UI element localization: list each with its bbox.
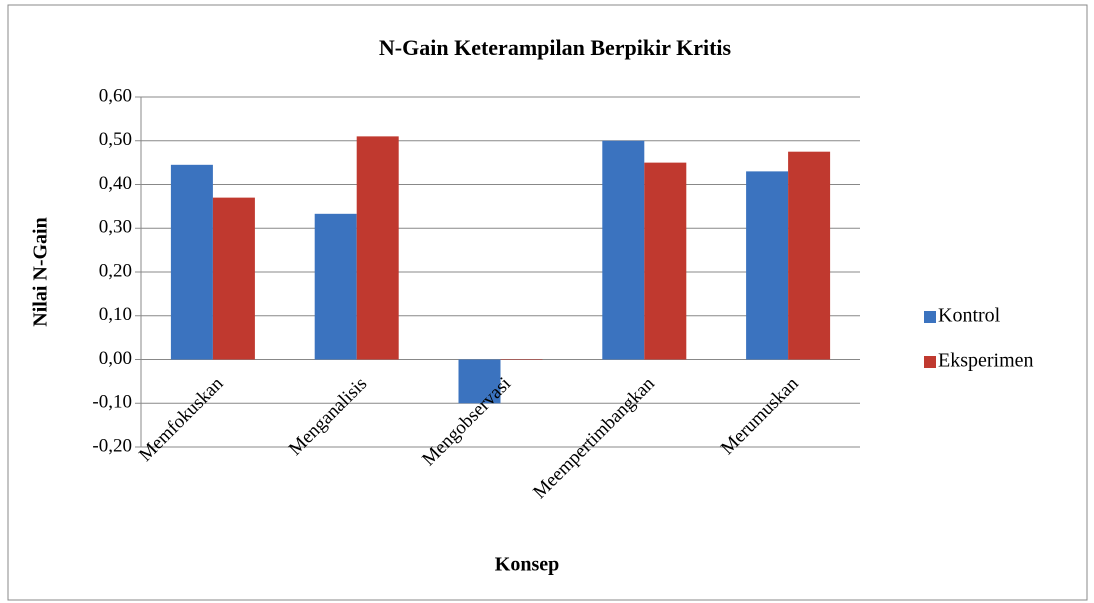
chart-border <box>7 4 1088 601</box>
legend-label: Eksperimen <box>938 350 1034 372</box>
bar <box>746 171 789 360</box>
y-tick-label: 0,00 <box>99 348 132 369</box>
bar <box>788 151 831 360</box>
bar <box>458 359 501 404</box>
y-tick-label: 0,30 <box>99 217 132 238</box>
x-axis-label: Konsep <box>495 554 559 576</box>
y-tick-label: 0,20 <box>99 260 132 281</box>
y-tick-label: -0,20 <box>92 435 132 456</box>
bar <box>500 359 543 360</box>
legend-label: Kontrol <box>938 305 1001 327</box>
y-tick-label: 0,40 <box>99 173 132 194</box>
y-axis-label: Nilai N-Gain <box>30 217 52 326</box>
bar <box>314 213 357 360</box>
bar <box>602 140 645 360</box>
bar <box>170 164 213 360</box>
legend-swatch <box>924 311 936 323</box>
bar <box>644 162 687 360</box>
bar <box>356 136 399 360</box>
legend-swatch <box>924 356 936 368</box>
y-tick-label: -0,10 <box>92 392 132 413</box>
bar <box>212 197 255 360</box>
y-tick-label: 0,60 <box>99 85 132 106</box>
y-tick-label: 0,50 <box>99 129 132 150</box>
chart-title: N-Gain Keterampilan Berpikir Kritis <box>379 35 732 60</box>
y-tick-label: 0,10 <box>99 304 132 325</box>
